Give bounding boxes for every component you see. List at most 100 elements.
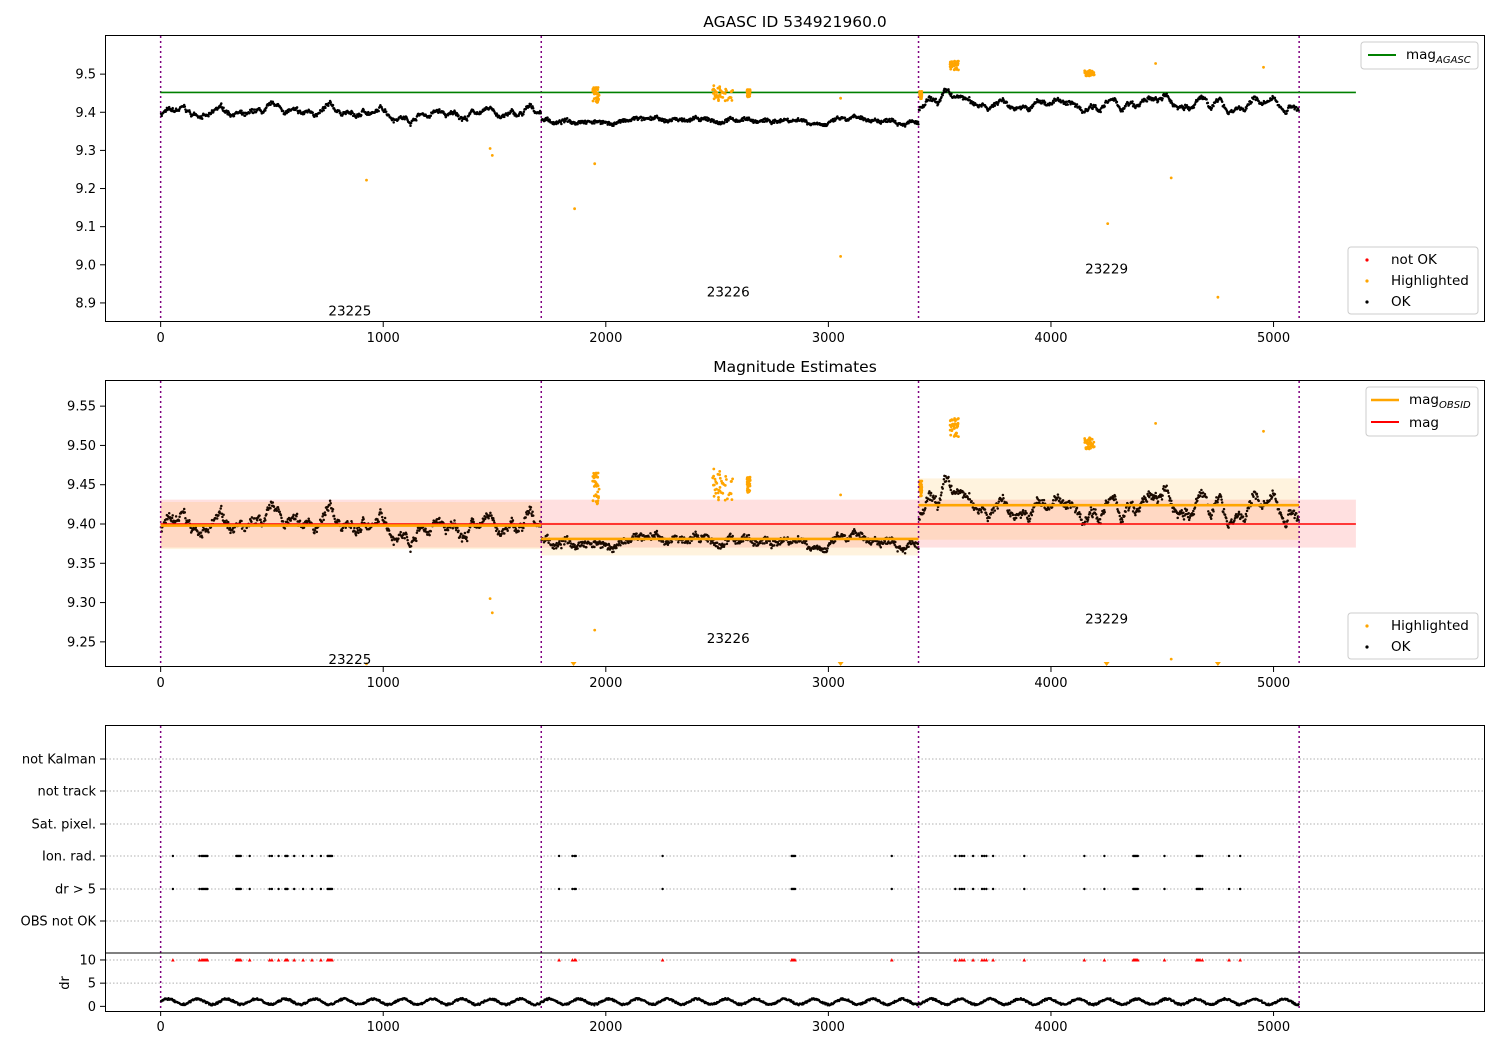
ok-point <box>796 117 800 120</box>
ok-point <box>970 500 973 503</box>
ok-point <box>1185 104 1189 107</box>
dr-limit-marker <box>276 958 281 962</box>
ok-point <box>1205 496 1208 499</box>
ok-point <box>503 532 506 535</box>
dr-gt-5-flag-point <box>239 887 242 891</box>
ok-point <box>947 88 950 91</box>
ok-point <box>1047 508 1051 511</box>
top-ytick-label: 8.9 <box>75 296 96 311</box>
ok-point <box>451 526 455 530</box>
ok-point <box>627 541 630 545</box>
dr-limit-marker <box>1022 958 1027 962</box>
highlighted-point <box>724 475 728 478</box>
ok-point <box>590 542 593 545</box>
ok-point <box>1075 103 1079 106</box>
highlighted-point <box>745 480 749 484</box>
ok-point <box>1161 494 1164 497</box>
ok-point <box>661 540 665 544</box>
ok-point <box>681 541 684 544</box>
ok-point <box>986 519 990 523</box>
ok-point <box>699 119 703 122</box>
middle-panel-title: Magnitude Estimates <box>713 358 877 376</box>
ok-point <box>968 491 971 495</box>
middle-xtick-label: 0 <box>157 676 165 691</box>
ok-point <box>1297 518 1300 522</box>
ok-point <box>1078 515 1082 519</box>
highlighted-point <box>715 481 719 485</box>
ok-point <box>453 519 456 522</box>
highlighted-point <box>712 474 715 478</box>
ok-point <box>1138 506 1142 509</box>
dr-gt-5-flag-point <box>171 887 175 891</box>
ok-point <box>560 122 563 126</box>
ok-point <box>725 542 729 546</box>
ok-point <box>281 109 285 113</box>
dr-gt-5-flag-point <box>991 887 995 891</box>
ok-point <box>988 516 991 520</box>
ok-point <box>392 121 395 124</box>
ok-point <box>210 109 214 112</box>
ok-point <box>1244 518 1247 521</box>
ok-point <box>1121 109 1124 113</box>
highlighted-point <box>920 485 923 489</box>
highlighted-point <box>593 162 597 166</box>
ok-point <box>367 110 370 114</box>
ion-rad-flag-point <box>1163 854 1166 858</box>
ion-rad-flag-point <box>958 854 961 858</box>
ok-point <box>1091 515 1094 519</box>
highlighted-point <box>596 501 599 505</box>
ok-point <box>1255 492 1259 496</box>
highlighted-point <box>593 480 597 483</box>
ok-point <box>843 534 847 537</box>
ok-point <box>279 513 283 517</box>
ok-point <box>996 507 999 510</box>
ok-point <box>1210 513 1214 517</box>
highlighted-point <box>718 489 722 493</box>
ok-point <box>1154 495 1158 498</box>
ok-point <box>351 111 354 115</box>
highlighted-point <box>723 99 727 103</box>
ok-point <box>1250 100 1253 104</box>
highlighted-point <box>952 424 956 428</box>
ok-point <box>449 520 453 524</box>
ok-point <box>167 105 171 109</box>
middle-ytick-label: 9.50 <box>67 439 96 454</box>
ok-point <box>240 109 243 113</box>
highlighted-point <box>597 487 601 491</box>
ok-point <box>531 106 535 110</box>
ok-point <box>942 477 946 481</box>
ok-point <box>339 111 342 114</box>
ok-point <box>184 517 187 520</box>
highlighted-point <box>949 419 952 422</box>
ok-point <box>1245 107 1248 110</box>
ok-point <box>1124 510 1127 513</box>
ok-point <box>1230 518 1233 521</box>
ok-point <box>585 122 588 125</box>
ion-rad-flag-point <box>890 854 893 858</box>
ok-point <box>1058 497 1062 500</box>
middle-ytick-label: 9.40 <box>67 518 96 533</box>
dr-limit-marker <box>171 958 175 962</box>
ok-point <box>465 119 469 122</box>
ok-point <box>747 533 751 537</box>
ok-point <box>219 507 222 510</box>
ok-point <box>833 539 837 543</box>
ok-point <box>949 488 953 492</box>
ok-point <box>1182 511 1185 514</box>
highlighted-point <box>490 154 494 157</box>
ok-point <box>1275 100 1279 103</box>
ok-point <box>192 111 196 114</box>
highlighted-point <box>728 491 732 495</box>
ok-point <box>825 549 829 553</box>
highlighted-point <box>1088 436 1091 440</box>
dr-gt-5-flag-point <box>1083 887 1086 891</box>
dr-gt-5-flag-point <box>793 887 797 891</box>
ok-point <box>1058 98 1062 102</box>
ok-point <box>307 517 310 521</box>
legend-notok-marker <box>1365 258 1369 262</box>
ok-point <box>183 105 187 108</box>
ok-point <box>1123 514 1126 518</box>
ok-point <box>318 111 321 115</box>
ok-point <box>265 106 268 109</box>
